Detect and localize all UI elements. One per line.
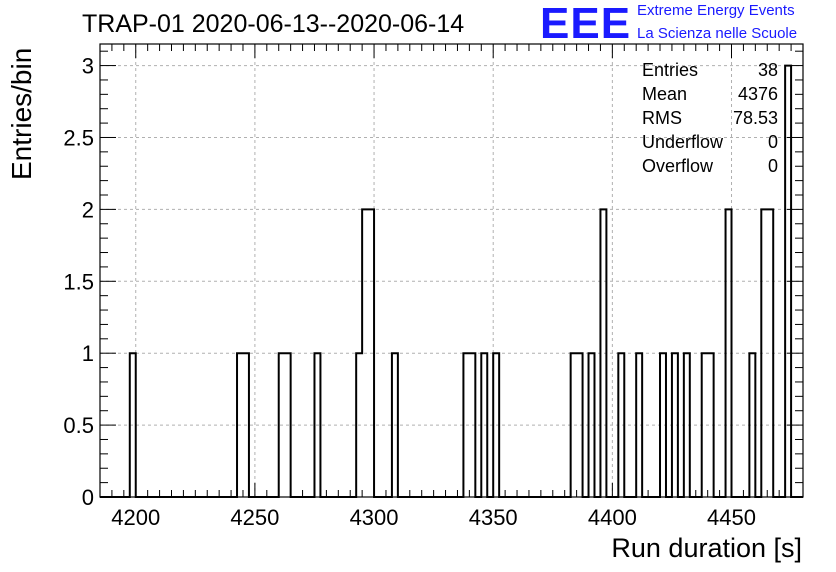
stats-row-mean: Mean 4376	[642, 82, 778, 106]
y-tick-label: 1	[82, 341, 94, 366]
stats-label: Underflow	[642, 132, 724, 152]
axes-layer: 4200 4250 4300 4350 4400 4450 0 0.5 1 1.5 2 2.5 3	[63, 43, 804, 530]
histogram-outline	[100, 64, 803, 498]
stats-label: Overflow	[642, 156, 714, 176]
stats-label: RMS	[642, 108, 682, 128]
y-tick-label: 3	[82, 54, 94, 79]
chart-title: TRAP-01 2020-06-13--2020-06-14	[82, 10, 465, 38]
y-tick-label: 1.5	[63, 269, 94, 294]
stats-label: Entries	[642, 60, 699, 80]
stats-label: Mean	[642, 84, 688, 104]
x-tick-label: 4200	[111, 505, 160, 530]
x-tick-label: 4450	[707, 505, 756, 530]
y-tick-label: 0	[82, 485, 94, 510]
logo-line-1: Extreme Energy Events	[637, 2, 795, 19]
x-tick-label: 4300	[350, 505, 399, 530]
stats-box: Entries 38 Mean 4376 RMS 78.53 Underflow…	[642, 58, 778, 178]
stats-row-underflow: Underflow 0	[642, 130, 778, 154]
histogram-bars	[100, 64, 803, 498]
x-tick-label: 4250	[230, 505, 279, 530]
stats-value: 4376	[737, 84, 778, 104]
x-axis-label: Run duration [s]	[611, 533, 802, 563]
y-tick-label: 2.5	[63, 125, 94, 150]
stats-row-rms: RMS 78.53	[642, 106, 778, 130]
y-tick-label: 0.5	[63, 413, 94, 438]
y-axis-label: Entries/bin	[6, 47, 37, 180]
stats-value: 0	[767, 132, 778, 152]
eee-logo: EEE	[540, 0, 632, 48]
stats-value: 78.53	[732, 108, 778, 128]
plot-frame	[99, 43, 804, 498]
x-tick-label: 4350	[469, 505, 518, 530]
y-tick-label: 2	[82, 197, 94, 222]
stats-value: 38	[757, 60, 778, 80]
x-tick-label: 4400	[588, 505, 637, 530]
stats-row-overflow: Overflow 0	[642, 154, 778, 178]
logo-line-2: La Scienza nelle Scuole	[637, 25, 798, 42]
stats-row-entries: Entries 38	[642, 58, 778, 82]
stats-value: 0	[767, 156, 778, 176]
